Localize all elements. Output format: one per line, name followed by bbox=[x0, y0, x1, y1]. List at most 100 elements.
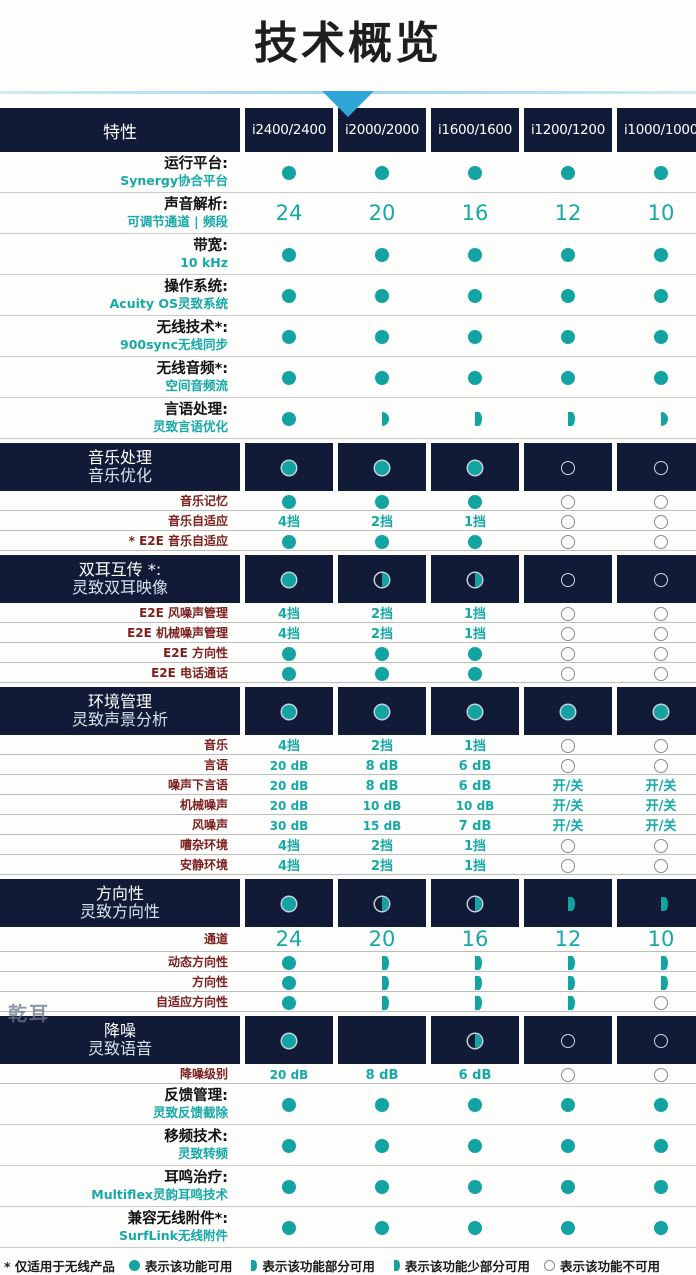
sub-feature-label: 自适应方向性 bbox=[0, 992, 240, 1012]
column-gap bbox=[333, 357, 338, 398]
marker-empty-icon bbox=[561, 494, 575, 509]
column-gap bbox=[333, 663, 338, 683]
cell-r34-c2 bbox=[431, 1207, 519, 1248]
marker-full-icon bbox=[375, 1221, 389, 1235]
value-text: 1挡 bbox=[463, 627, 487, 642]
value-text: 开/关 bbox=[552, 819, 584, 834]
column-gap bbox=[519, 992, 524, 1012]
column-gap bbox=[426, 1125, 431, 1166]
section-label-line1: 音乐处理 bbox=[87, 447, 152, 467]
marker-empty-icon bbox=[561, 758, 575, 773]
cell-r30-c0: 20 dB bbox=[245, 1064, 333, 1084]
cell-r18-c3 bbox=[524, 755, 612, 775]
cell-r20-c3: 开/关 bbox=[524, 795, 612, 815]
column-gap bbox=[519, 795, 524, 815]
cell-r30-c4 bbox=[617, 1064, 696, 1084]
value-number: 10 bbox=[647, 201, 675, 225]
column-gap bbox=[519, 398, 524, 439]
value-text: 7 dB bbox=[458, 819, 492, 834]
column-gap bbox=[426, 775, 431, 795]
marker-full-icon bbox=[375, 461, 389, 475]
cell-r0-c2 bbox=[431, 152, 519, 193]
cell-r1-c0: 24 bbox=[245, 193, 333, 234]
cell-r18-c2: 6 dB bbox=[431, 755, 519, 775]
marker-empty-icon bbox=[654, 573, 668, 587]
sub-feature-label-text: * E2E 音乐自适应 bbox=[128, 533, 228, 548]
value-text: 20 dB bbox=[269, 779, 309, 793]
cell-r0-c3 bbox=[524, 152, 612, 193]
column-gap bbox=[426, 643, 431, 663]
column-gap bbox=[612, 755, 617, 775]
cell-r14-c4 bbox=[617, 643, 696, 663]
column-gap bbox=[519, 755, 524, 775]
cell-r0-c4 bbox=[617, 152, 696, 193]
column-gap bbox=[333, 491, 338, 511]
cell-r29-c0 bbox=[245, 1016, 333, 1064]
column-gap bbox=[519, 775, 524, 795]
column-gap bbox=[426, 1207, 431, 1248]
column-gap bbox=[240, 1064, 245, 1084]
column-gap bbox=[333, 815, 338, 835]
marker-empty-icon bbox=[561, 573, 575, 587]
column-gap bbox=[240, 152, 245, 193]
feature-label: 反馈管理: 灵致反馈截除 bbox=[0, 1084, 240, 1125]
legend-quarter-icon bbox=[251, 1260, 258, 1271]
column-gap bbox=[612, 1125, 617, 1166]
cell-r10-c1 bbox=[338, 531, 426, 551]
column-gap bbox=[240, 927, 245, 952]
sub-feature-row: E2E 风噪声管理 4挡 2挡 1挡 bbox=[0, 603, 696, 623]
cell-r2-c1 bbox=[338, 234, 426, 275]
marker-full-icon bbox=[282, 248, 296, 262]
column-gap bbox=[333, 316, 338, 357]
value-text: 2挡 bbox=[370, 607, 394, 622]
marker-full-icon bbox=[282, 897, 296, 911]
cell-r21-c3: 开/关 bbox=[524, 815, 612, 835]
section-label-line1: 双耳互传 *: bbox=[78, 559, 162, 579]
cell-r10-c2 bbox=[431, 531, 519, 551]
cell-r29-c1 bbox=[338, 1016, 426, 1064]
cell-r16-c0 bbox=[245, 687, 333, 735]
column-gap bbox=[240, 398, 245, 439]
marker-full-icon bbox=[468, 534, 482, 549]
marker-empty-icon bbox=[654, 461, 668, 475]
cell-r27-c0 bbox=[245, 972, 333, 992]
sub-feature-row: 安静环境 4挡 2挡 1挡 bbox=[0, 855, 696, 875]
sub-feature-label-text: 噪声下言语 bbox=[167, 777, 228, 792]
column-gap bbox=[333, 193, 338, 234]
column-gap bbox=[519, 643, 524, 663]
column-gap bbox=[519, 511, 524, 531]
column-gap bbox=[240, 1207, 245, 1248]
legend-item-3: 表示该功能少部分可用 bbox=[389, 1256, 530, 1275]
cell-r34-c4 bbox=[617, 1207, 696, 1248]
feature-row: 带宽: 10 kHz bbox=[0, 234, 696, 275]
marker-full-icon bbox=[468, 1221, 482, 1235]
sub-feature-row: 音乐 4挡 2挡 1挡 bbox=[0, 735, 696, 755]
cell-r20-c1: 10 dB bbox=[338, 795, 426, 815]
sub-feature-row: 言语 20 dB 8 dB 6 dB bbox=[0, 755, 696, 775]
column-gap bbox=[612, 835, 617, 855]
section-header-row: 双耳互传 *: 灵致双耳映像 bbox=[0, 555, 696, 603]
sub-feature-label: 噪声下言语 bbox=[0, 775, 240, 795]
section-label-line2: 灵致语音 bbox=[87, 1039, 152, 1058]
marker-full-icon bbox=[282, 1180, 296, 1194]
marker-full-icon bbox=[282, 1034, 296, 1048]
cell-r19-c3: 开/关 bbox=[524, 775, 612, 795]
marker-full-icon bbox=[468, 248, 482, 262]
sub-feature-label-text: 安静环境 bbox=[179, 857, 228, 872]
cell-r7-c0 bbox=[245, 443, 333, 491]
feature-label: 言语处理: 灵致言语优化 bbox=[0, 398, 240, 439]
cell-r12-c2: 1挡 bbox=[431, 603, 519, 623]
cell-r10-c0 bbox=[245, 531, 333, 551]
value-text: 4挡 bbox=[277, 627, 301, 642]
cell-r12-c0: 4挡 bbox=[245, 603, 333, 623]
section-label-line1: 降噪 bbox=[103, 1020, 136, 1040]
section-label: 降噪 灵致语音 bbox=[0, 1016, 240, 1064]
column-gap bbox=[333, 623, 338, 643]
column-gap bbox=[333, 1166, 338, 1207]
value-text: 4挡 bbox=[277, 607, 301, 622]
cell-r2-c3 bbox=[524, 234, 612, 275]
cell-r19-c4: 开/关 bbox=[617, 775, 696, 795]
value-number: 10 bbox=[647, 927, 675, 951]
marker-empty-icon bbox=[561, 626, 575, 641]
marker-full-icon bbox=[654, 248, 668, 262]
